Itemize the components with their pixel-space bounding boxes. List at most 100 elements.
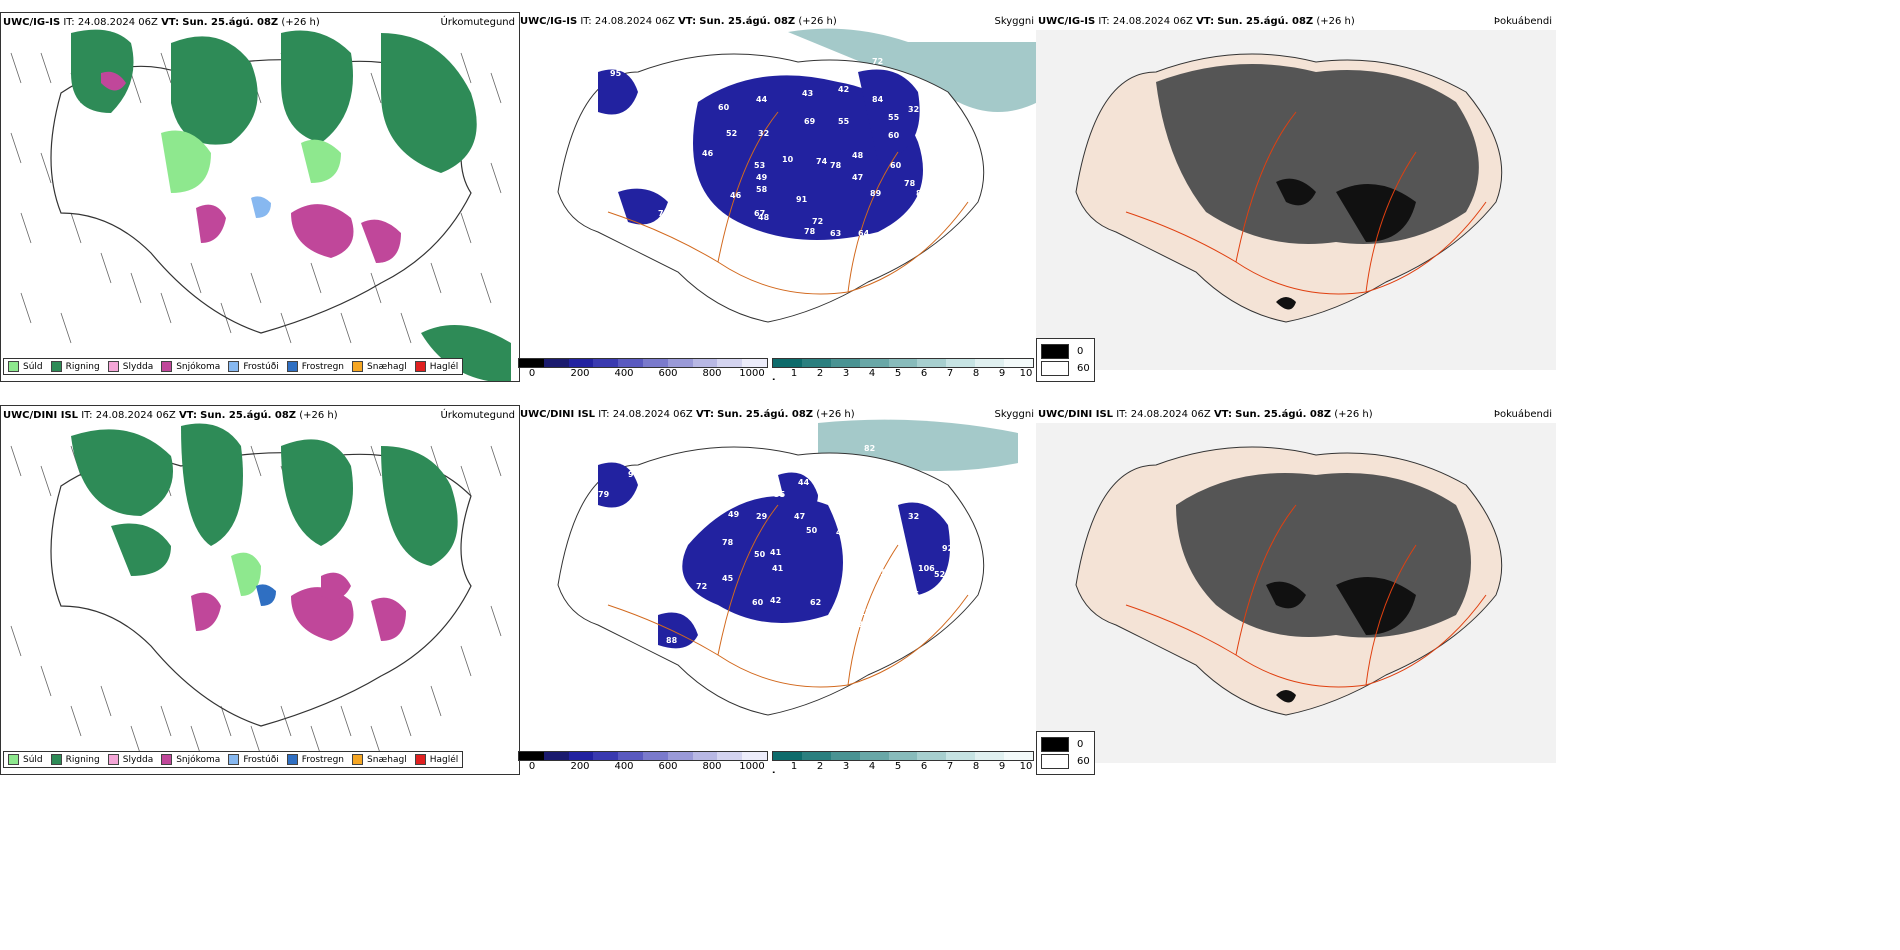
svg-text:49: 49 — [756, 173, 768, 182]
legend-item: 0 — [1041, 737, 1090, 752]
svg-text:44: 44 — [756, 95, 768, 104]
rain-areas — [71, 29, 511, 381]
panel-header: UWC/IG-IS IT: 24.08.2024 06Z VT: Sun. 25… — [1038, 16, 1355, 27]
svg-text:78: 78 — [804, 227, 816, 236]
svg-text:48: 48 — [758, 213, 770, 222]
roads — [607, 111, 969, 295]
terrain-height-colorbar: m02004006008001000 — [518, 358, 768, 380]
svg-text:88: 88 — [666, 636, 678, 645]
terrain-height-colorbar: m02004006008001000 — [518, 751, 768, 773]
svg-text:82: 82 — [864, 444, 875, 453]
svg-text:50: 50 — [806, 526, 818, 535]
svg-text:69: 69 — [880, 526, 892, 535]
svg-text:42: 42 — [686, 606, 697, 615]
svg-text:44: 44 — [798, 478, 810, 487]
svg-text:41: 41 — [836, 528, 848, 537]
svg-text:76: 76 — [690, 646, 702, 655]
svg-text:42: 42 — [770, 596, 781, 605]
svg-text:52: 52 — [932, 193, 943, 202]
panel-title: Þokuábendi — [1493, 409, 1552, 420]
svg-text:78: 78 — [830, 161, 842, 170]
legend-item: Rigning — [50, 361, 100, 372]
svg-text:104: 104 — [880, 568, 897, 577]
svg-text:106: 106 — [918, 564, 935, 573]
svg-text:111: 111 — [878, 464, 895, 473]
panel-header: UWC/DINI ISL IT: 24.08.2024 06Z VT: Sun.… — [1038, 409, 1373, 420]
precip-map — [10, 29, 511, 381]
svg-text:45: 45 — [722, 574, 734, 583]
legend-item: Frostúði — [228, 754, 279, 765]
svg-text:61: 61 — [632, 512, 644, 521]
drizzle-areas — [161, 130, 341, 193]
svg-text:46: 46 — [730, 191, 742, 200]
svg-text:71: 71 — [668, 99, 680, 108]
svg-text:55: 55 — [838, 117, 850, 126]
legend-item: Snjókoma — [161, 361, 220, 372]
panel-title: Úrkomutegund — [440, 410, 515, 421]
snow-areas — [101, 71, 401, 263]
svg-text:49: 49 — [728, 510, 740, 519]
cloud-areas — [598, 69, 923, 240]
svg-text:79: 79 — [658, 209, 670, 218]
precip-legend: Súld Rigning Slydda Snjókoma Frostúði Fr… — [3, 358, 464, 375]
svg-text:64: 64 — [858, 229, 870, 238]
svg-text:62: 62 — [836, 504, 847, 513]
svg-text:74: 74 — [816, 157, 828, 166]
svg-text:59: 59 — [758, 233, 770, 242]
panel-title: Skyggni — [994, 409, 1034, 420]
legend-item: Frostúði — [228, 361, 279, 372]
legend-item: 60 — [1041, 361, 1090, 376]
svg-text:97: 97 — [628, 470, 639, 479]
cloud-base-panel-row2: UWC/DINI ISL IT: 24.08.2024 06Z VT: Sun.… — [518, 405, 1038, 773]
fog-indicator-panel-row1: UWC/IG-IS IT: 24.08.2024 06Z VT: Sun. 25… — [1036, 12, 1900, 380]
svg-text:78: 78 — [722, 538, 734, 547]
svg-text:47: 47 — [852, 173, 863, 182]
svg-text:52: 52 — [726, 129, 737, 138]
panel-title: Úrkomutegund — [440, 17, 515, 28]
precip-map — [10, 423, 502, 757]
cloud-map: 95 71 60 44 43 42 72 84 55 32 52 32 69 5… — [556, 28, 1038, 330]
svg-text:40: 40 — [758, 488, 770, 497]
svg-text:53: 53 — [838, 494, 849, 503]
svg-text:60: 60 — [752, 598, 764, 607]
svg-text:67: 67 — [754, 209, 765, 218]
panel-header: UWC/DINI ISL IT: 24.08.2024 06Z VT: Sun.… — [520, 409, 855, 420]
svg-text:29: 29 — [756, 512, 768, 521]
svg-text:32: 32 — [908, 105, 919, 114]
fog-legend-row1: 0 60 — [1036, 338, 1095, 382]
svg-text:84: 84 — [872, 95, 884, 104]
svg-text:36: 36 — [694, 233, 706, 242]
svg-text:116: 116 — [906, 606, 923, 615]
legend-item: 0 — [1041, 344, 1090, 359]
roads — [607, 504, 969, 688]
legend-item: Súld — [8, 754, 43, 765]
svg-text:12: 12 — [928, 105, 939, 114]
svg-text:85: 85 — [878, 622, 890, 631]
svg-text:60: 60 — [718, 103, 730, 112]
svg-text:40: 40 — [848, 552, 860, 561]
svg-text:79: 79 — [598, 490, 610, 499]
fog-legend-row2: 0 60 — [1036, 731, 1095, 775]
svg-text:43: 43 — [934, 131, 945, 140]
svg-text:35: 35 — [774, 490, 786, 499]
svg-text:43: 43 — [802, 89, 813, 98]
svg-text:71: 71 — [682, 199, 694, 208]
svg-text:97: 97 — [930, 173, 941, 182]
svg-text:78: 78 — [904, 179, 916, 188]
rain-areas — [71, 423, 458, 576]
svg-text:122: 122 — [852, 620, 869, 629]
svg-text:41: 41 — [772, 564, 784, 573]
svg-text:112: 112 — [854, 608, 871, 617]
svg-text:60: 60 — [888, 131, 900, 140]
svg-text:32: 32 — [908, 512, 919, 521]
cloud-base-panel-row1: UWC/IG-IS IT: 24.08.2024 06Z VT: Sun. 25… — [518, 12, 1038, 380]
svg-text:32: 32 — [758, 129, 769, 138]
fog-map — [1036, 30, 1556, 370]
legend-item: Haglél — [414, 361, 458, 372]
svg-text:10: 10 — [770, 321, 782, 330]
svg-text:102: 102 — [888, 247, 905, 256]
svg-text:92: 92 — [942, 544, 953, 553]
legend-item: Snæhagl — [352, 754, 407, 765]
legend-item: Rigning — [50, 754, 100, 765]
legend-item: Frostregn — [286, 754, 344, 765]
